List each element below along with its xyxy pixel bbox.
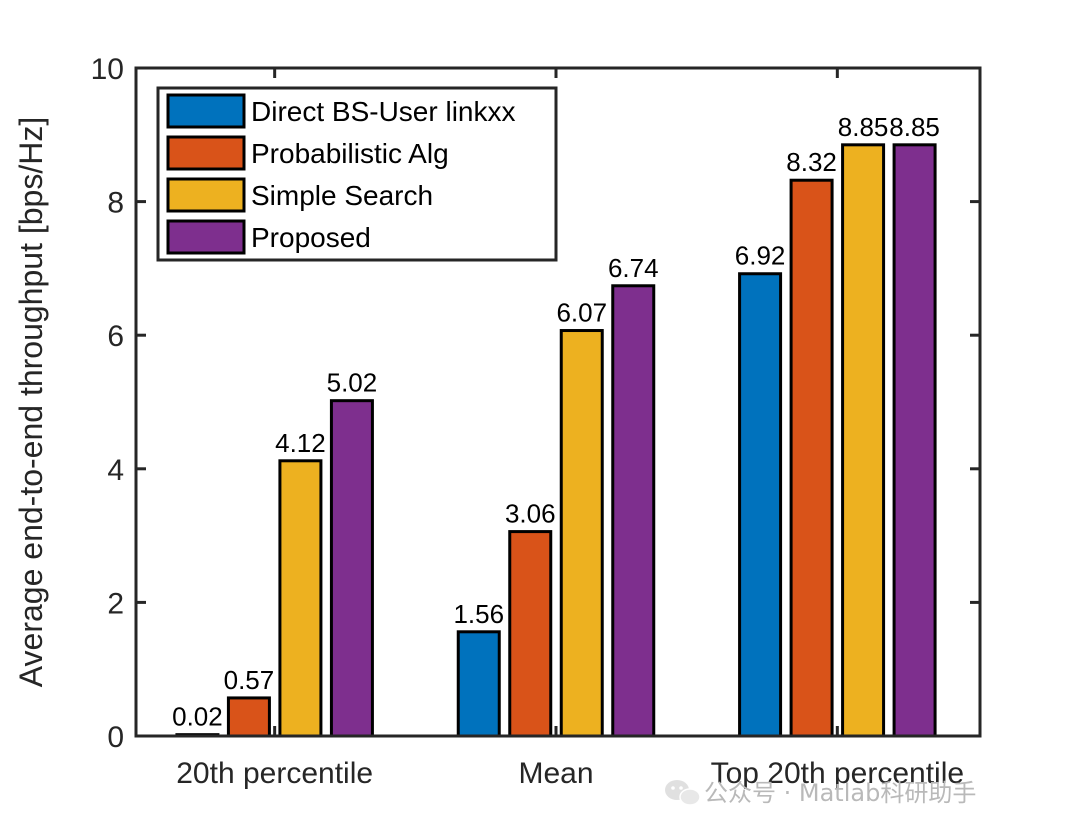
bar-4-1 [329,399,374,738]
bar-4-2 [611,284,656,738]
legend-swatch-2 [166,135,246,171]
data-labels-layer: 0.02 1.56 6.92 0.57 3.06 8.32 4.12 6.07 8.85 5.02… [172,112,940,732]
x-tick-label-3: Top 20th percentile [711,757,965,790]
legend: Direct BS-User linkxx Probabilistic Alg Si… [156,86,558,262]
x-tick-label-1: 20th percentile [176,757,373,790]
bar-1-3 [738,272,783,738]
watermark: 公众号 · Matlab科研助手 [665,779,976,807]
data-label-2-2: 3.06 [505,499,556,529]
bar-3-1 [278,459,323,738]
bar-4-3 [892,143,937,738]
data-label-2-3: 8.32 [786,147,837,177]
data-label-4-2: 6.74 [608,253,659,283]
data-label-1-1: 0.02 [172,702,223,732]
axes-layer [134,66,982,738]
watermark-text: 公众号 · Matlab科研助手 [704,779,976,807]
bars-layer [175,143,937,738]
data-label-4-1: 5.02 [327,368,378,398]
wechat-icon [665,780,701,806]
data-label-3-2: 6.07 [556,298,607,328]
y-tick-label-6: 6 [107,320,124,353]
bar-2-2 [508,530,553,738]
ticks-layer: 0 2 4 6 8 10 20th percentile Mean Top 20th perce… [91,53,980,790]
data-label-1-3: 6.92 [735,241,786,271]
y-tick-label-10: 10 [91,53,124,86]
y-axis-title: Average end-to-end throughput [bps/Hz] [13,117,49,687]
legend-swatch-1 [166,93,246,129]
legend-label-1: Direct BS-User linkxx [251,96,515,127]
y-tick-label-8: 8 [107,187,124,220]
legend-label-2: Probabilistic Alg [251,138,449,169]
data-label-3-3: 8.85 [838,112,889,142]
legend-swatch-3 [166,177,246,213]
plot-area-frame [134,66,982,738]
y-tick-label-4: 4 [107,454,124,487]
bar-1-2 [456,630,501,738]
y-tick-label-0: 0 [107,721,124,754]
x-tick-label-2: Mean [518,757,593,790]
legend-label-4: Proposed [251,222,371,253]
y-tick-label-2: 2 [107,587,124,620]
legend-label-3: Simple Search [251,180,433,211]
bar-3-3 [841,143,886,738]
data-label-4-3: 8.85 [889,112,940,142]
legend-swatch-4 [166,219,246,255]
data-label-3-1: 4.12 [275,428,326,458]
data-label-2-1: 0.57 [224,665,275,695]
bar-2-1 [226,696,271,738]
data-label-1-2: 1.56 [453,599,504,629]
bar-3-2 [559,329,604,738]
bar-2-3 [789,178,834,738]
